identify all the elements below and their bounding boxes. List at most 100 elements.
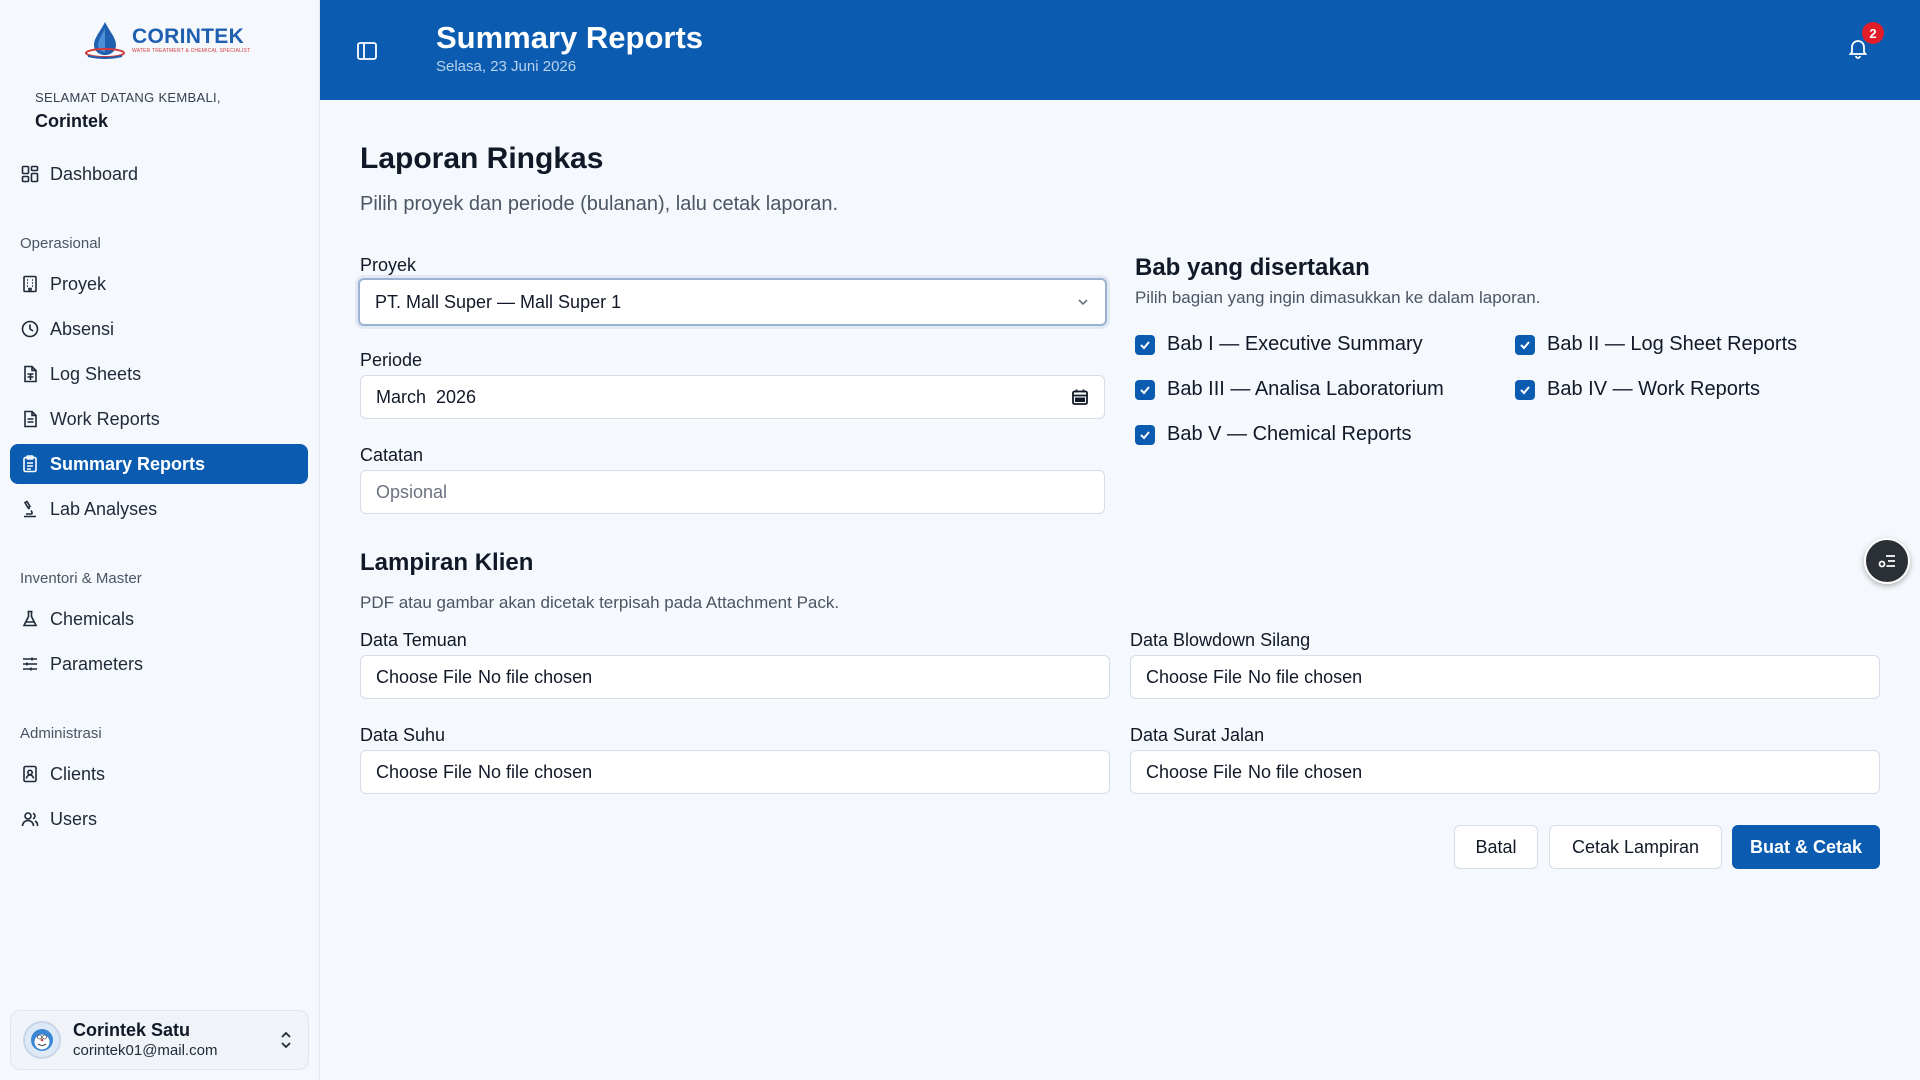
notification-badge: 2 xyxy=(1862,22,1884,44)
checkbox-checked-icon xyxy=(1135,334,1155,355)
periode-label: Periode xyxy=(360,350,423,370)
welcome-name: Corintek xyxy=(35,111,109,131)
sidebar-item-log-sheets[interactable]: Log Sheets xyxy=(10,354,308,394)
corintek-logo-icon xyxy=(85,22,125,59)
proyek-select[interactable]: PT. Mall Super — Mall Super 1 xyxy=(358,278,1107,326)
choose-file-button[interactable]: Choose File xyxy=(376,666,473,687)
chevron-down-icon xyxy=(1076,295,1090,309)
filter-list-icon[interactable] xyxy=(1864,538,1910,584)
print-attachment-button[interactable]: Cetak Lampiran xyxy=(1549,825,1722,869)
file-input-suhu[interactable]: Choose File No file chosen xyxy=(360,750,1110,794)
attachments-subtitle: PDF atau gambar akan dicetak terpisah pa… xyxy=(360,593,840,612)
chapter-checkbox-1[interactable]: Bab I — Executive Summary xyxy=(1135,333,1423,356)
sidebar-item-label: Dashboard xyxy=(50,163,139,184)
chapters-title: Bab yang disertakan xyxy=(1135,254,1370,281)
proyek-select-value: PT. Mall Super — Mall Super 1 xyxy=(375,291,622,312)
building-icon xyxy=(20,274,40,294)
proyek-label: Proyek xyxy=(360,255,417,275)
periode-month-input[interactable]: March 2026 xyxy=(360,375,1105,419)
sidebar-item-label: Chemicals xyxy=(50,608,135,629)
choose-file-button[interactable]: Choose File xyxy=(376,761,473,782)
users-icon xyxy=(20,809,40,829)
chapter-checkbox-3[interactable]: Bab III — Analisa Laboratorium xyxy=(1135,378,1444,401)
sidebar-toggle-icon[interactable] xyxy=(356,40,378,62)
file-input-temuan[interactable]: Choose File No file chosen xyxy=(360,655,1110,699)
attachment-label-temuan: Data Temuan xyxy=(360,630,467,650)
catatan-label: Catatan xyxy=(360,445,424,465)
sidebar-item-users[interactable]: Users xyxy=(10,799,308,839)
clipboard-icon xyxy=(20,454,40,474)
top-header: Summary Reports Selasa, 23 Juni 2026 2 xyxy=(320,0,1920,100)
cancel-button[interactable]: Batal xyxy=(1454,825,1538,869)
page-title: Laporan Ringkas xyxy=(360,142,604,175)
sidebar-item-label: Users xyxy=(50,808,98,829)
sidebar-item-chemicals[interactable]: Chemicals xyxy=(10,599,308,639)
sidebar-item-label: Absensi xyxy=(50,318,115,339)
periode-value: March 2026 xyxy=(376,386,477,407)
user-email: corintek01@mail.com xyxy=(73,1042,218,1059)
header-date: Selasa, 23 Juni 2026 xyxy=(436,58,577,75)
sidebar-item-label: Parameters xyxy=(50,653,144,674)
file-input-surat-jalan[interactable]: Choose File No file chosen xyxy=(1130,750,1880,794)
choose-file-button[interactable]: Choose File xyxy=(1146,761,1243,782)
brand-name: CORINTEK xyxy=(132,24,245,48)
file-status: No file chosen xyxy=(478,666,593,687)
bell-icon[interactable] xyxy=(1846,36,1872,62)
clock-icon xyxy=(20,319,40,339)
chapters-subtitle: Pilih bagian yang ingin dimasukkan ke da… xyxy=(1135,288,1541,307)
choose-file-button[interactable]: Choose File xyxy=(1146,666,1243,687)
chapter-label: Bab I — Executive Summary xyxy=(1167,333,1423,355)
avatar xyxy=(23,1021,61,1059)
flask-icon xyxy=(20,609,40,629)
sidebar-item-work-reports[interactable]: Work Reports xyxy=(10,399,308,439)
sidebar-item-label: Proyek xyxy=(50,273,107,294)
attachment-label-surat-jalan: Data Surat Jalan xyxy=(1130,725,1265,745)
attachment-label-blowdown: Data Blowdown Silang xyxy=(1130,630,1311,650)
nav-section-administrasi: Administrasi xyxy=(20,725,102,742)
sidebar-item-summary-reports[interactable]: Summary Reports xyxy=(10,444,308,484)
checkbox-checked-icon xyxy=(1515,379,1535,400)
file-input-blowdown[interactable]: Choose File No file chosen xyxy=(1130,655,1880,699)
nav-section-operasional: Operasional xyxy=(20,235,101,252)
catatan-input[interactable]: Opsional xyxy=(360,470,1105,514)
sliders-icon xyxy=(20,654,40,674)
brand-tagline: WATER TREATMENT & CHEMICAL SPECIALIST xyxy=(132,47,251,54)
sidebar-item-dashboard[interactable]: Dashboard xyxy=(10,154,308,194)
chapter-checkbox-2[interactable]: Bab II — Log Sheet Reports xyxy=(1515,333,1797,356)
page-subtitle: Pilih proyek dan periode (bulanan), lalu… xyxy=(360,193,839,215)
create-print-button[interactable]: Buat & Cetak xyxy=(1732,825,1880,869)
sidebar-item-label: Log Sheets xyxy=(50,363,142,384)
chapter-label: Bab III — Analisa Laboratorium xyxy=(1167,378,1444,400)
sidebar-item-parameters[interactable]: Parameters xyxy=(10,644,308,684)
chapter-label: Bab V — Chemical Reports xyxy=(1167,423,1412,445)
user-name: Corintek Satu xyxy=(73,1020,191,1040)
welcome-greeting: SELAMAT DATANG KEMBALI, xyxy=(35,90,221,105)
chapter-checkbox-4[interactable]: Bab IV — Work Reports xyxy=(1515,378,1760,401)
sidebar-item-label: Clients xyxy=(50,763,106,784)
sidebar: CORINTEK WATER TREATMENT & CHEMICAL SPEC… xyxy=(0,0,320,1080)
file-status: No file chosen xyxy=(1248,761,1363,782)
sidebar-item-label: Summary Reports xyxy=(50,453,206,474)
chapter-checkbox-5[interactable]: Bab V — Chemical Reports xyxy=(1135,423,1412,446)
file-status: No file chosen xyxy=(1248,666,1363,687)
sidebar-item-absensi[interactable]: Absensi xyxy=(10,309,308,349)
sidebar-item-label: Lab Analyses xyxy=(50,498,158,519)
sidebar-item-clients[interactable]: Clients xyxy=(10,754,308,794)
attachments-title: Lampiran Klien xyxy=(360,549,534,576)
file-sheet-icon xyxy=(20,364,40,384)
calendar-icon[interactable] xyxy=(1071,388,1089,406)
sidebar-item-proyek[interactable]: Proyek xyxy=(10,264,308,304)
sidebar-item-label: Work Reports xyxy=(50,408,160,429)
attachment-label-suhu: Data Suhu xyxy=(360,725,446,745)
user-menu[interactable]: Corintek Satu corintek01@mail.com xyxy=(10,1010,309,1070)
nav-section-inventori: Inventori & Master xyxy=(20,570,142,587)
catatan-placeholder: Opsional xyxy=(376,481,448,502)
dashboard-icon xyxy=(20,164,40,184)
contact-book-icon xyxy=(20,764,40,784)
chapter-label: Bab II — Log Sheet Reports xyxy=(1547,333,1798,355)
file-status: No file chosen xyxy=(478,761,593,782)
checkbox-checked-icon xyxy=(1135,379,1155,400)
sidebar-item-lab-analyses[interactable]: Lab Analyses xyxy=(10,489,308,529)
chevrons-up-down-icon xyxy=(276,1028,296,1052)
microscope-icon xyxy=(20,499,40,519)
